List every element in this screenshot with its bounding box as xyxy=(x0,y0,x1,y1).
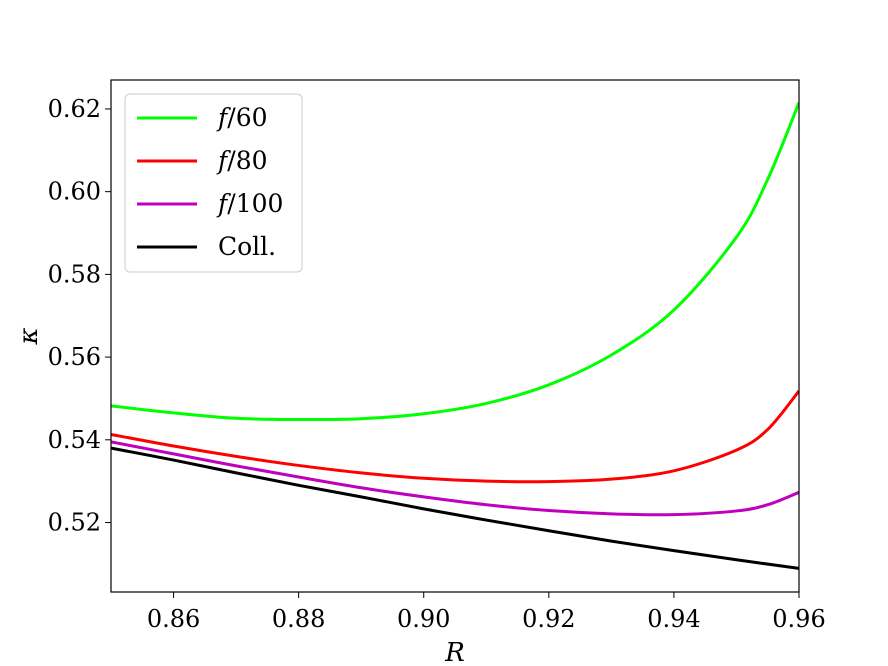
ticks-layer: 0.86 0.88 0.90 0.92 0.94 0.96 0.52 0.54 0.56 0.58… xyxy=(48,95,826,633)
series-line-4 xyxy=(111,446,799,570)
y-tick-label: 0.54 xyxy=(48,426,101,454)
series-line-1 xyxy=(111,102,799,422)
legend-label-2: f/80 xyxy=(216,146,268,175)
x-tick-label: 0.96 xyxy=(772,605,825,633)
y-tick-label: 0.56 xyxy=(48,343,101,371)
y-tick-label: 0.62 xyxy=(48,95,101,123)
legend: f/60 f/80 f/100 Coll. xyxy=(124,93,303,273)
y-tick-label: 0.52 xyxy=(48,509,101,537)
legend-label-3: f/100 xyxy=(216,189,283,218)
legend-label-4: Coll. xyxy=(218,232,276,261)
x-tick-label: 0.88 xyxy=(272,605,325,633)
x-tick-label: 0.92 xyxy=(522,605,575,633)
x-tick-label: 0.90 xyxy=(397,605,450,633)
plot-frame xyxy=(110,79,800,593)
x-axis-label: R xyxy=(444,638,465,666)
series-line-2 xyxy=(111,390,799,484)
y-axis-label: κ xyxy=(14,327,44,345)
legend-box xyxy=(124,93,303,273)
series-layer xyxy=(111,102,799,570)
y-tick-label: 0.60 xyxy=(48,178,101,206)
series-line-3 xyxy=(111,440,799,517)
y-tick-label: 0.58 xyxy=(48,260,101,288)
legend-label-1: f/60 xyxy=(216,103,268,132)
x-tick-label: 0.86 xyxy=(147,605,200,633)
x-tick-label: 0.94 xyxy=(647,605,700,633)
